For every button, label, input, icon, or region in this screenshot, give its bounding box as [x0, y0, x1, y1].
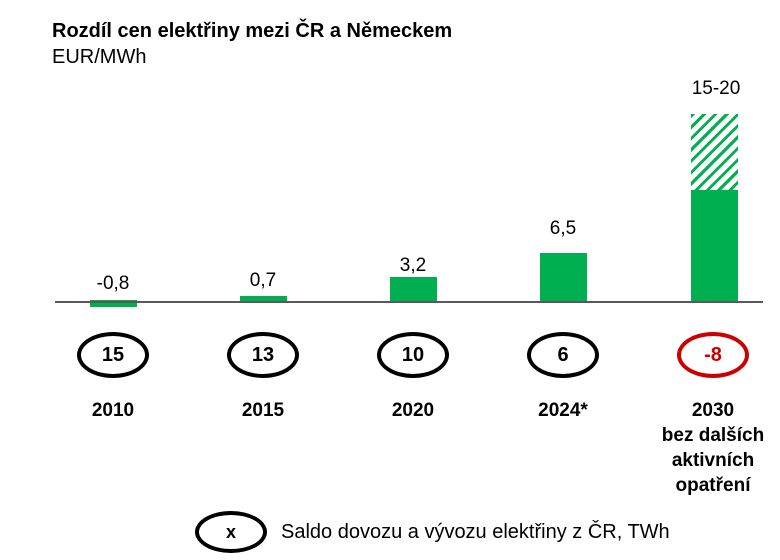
chart-title: Rozdíl cen elektřiny mezi ČR a Německem	[52, 20, 453, 42]
bar-2030-hatched-range	[691, 114, 738, 190]
bar-value-label-2015: 0,7	[249, 270, 277, 291]
saldo-value: 6	[557, 343, 569, 366]
saldo-badge-2010: 15	[77, 332, 149, 378]
bar-2010	[90, 300, 137, 307]
bar-value-label-2010: -0,8	[96, 273, 130, 294]
x-axis-line	[55, 301, 763, 303]
category-label-2015: 2015	[241, 400, 285, 421]
legend: x Saldo dovozu a vývozu elektřiny z ČR, …	[195, 511, 670, 553]
bar-2024	[540, 253, 587, 301]
category-label-2010: 2010	[91, 400, 135, 421]
saldo-badge-2024: 6	[527, 332, 599, 378]
bar-2020	[390, 277, 437, 301]
bar-2015	[240, 296, 287, 302]
legend-symbol: x	[225, 521, 236, 542]
legend-label: Saldo dovozu a vývozu elektřiny z ČR, TW…	[281, 520, 670, 543]
saldo-badge-2020: 10	[377, 332, 449, 378]
bar-value-label-2030: 15-20	[691, 78, 741, 99]
category-label-2024: 2024*	[538, 400, 588, 421]
category-label-2030: 2030 bez dalších aktivních opatření	[661, 400, 765, 496]
bar-value-label-2024: 6,5	[549, 218, 577, 239]
chart-unit-label: EUR/MWh	[52, 46, 147, 68]
saldo-badge-2015: 13	[227, 332, 299, 378]
legend-ellipse-icon: x	[195, 511, 267, 553]
saldo-value: 15	[101, 343, 125, 366]
saldo-value: 10	[401, 343, 425, 366]
saldo-badge-2030: -8	[677, 332, 749, 378]
saldo-value: -8	[704, 343, 722, 366]
bar-value-label-2020: 3,2	[399, 255, 427, 276]
category-label-2020: 2020	[391, 400, 435, 421]
bar-2030-solid	[691, 190, 738, 301]
saldo-value: 13	[251, 343, 275, 366]
